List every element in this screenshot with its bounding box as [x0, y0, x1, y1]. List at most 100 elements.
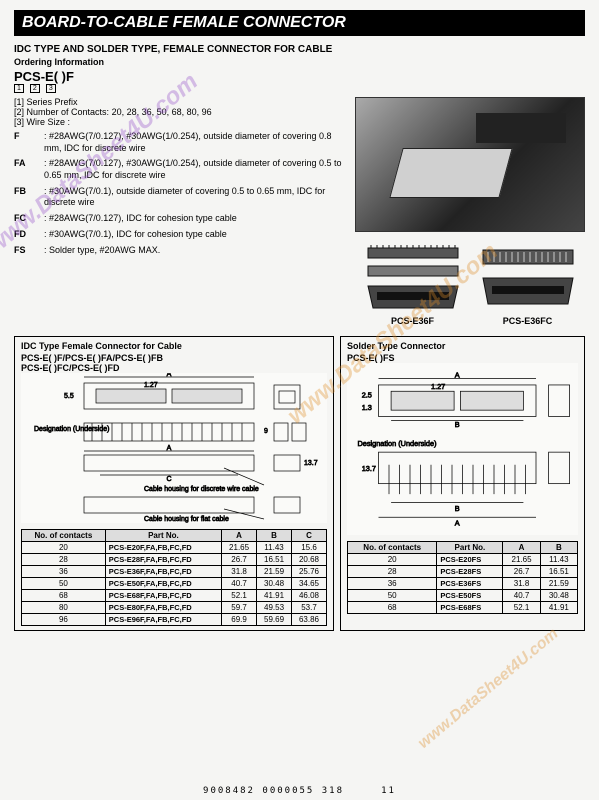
- diag-solder-title: Solder Type Connector: [347, 341, 578, 351]
- table-row: 36PCS-E36F,FA,FB,FC,FD31.821.5925.76: [22, 566, 327, 578]
- table-idc: No. of contacts Part No. A B C 20PCS-E20…: [21, 529, 327, 626]
- ws-val-F: : #28AWG(7/0.127), #30AWG(1/0.254), outs…: [44, 131, 347, 154]
- series-prefix-line: [1] Series Prefix: [14, 97, 347, 107]
- cell: PCS-E20FS: [437, 554, 503, 566]
- cell: PCS-E20F,FA,FB,FC,FD: [105, 542, 221, 554]
- ordering-heading: Ordering Information: [14, 57, 585, 67]
- diag-idc-title: IDC Type Female Connector for Cable: [21, 341, 327, 351]
- diagram-solder-svg: A B 1.27 2.5 1.3 Designation (Underside)…: [347, 363, 578, 535]
- contacts-values: 20, 28, 36, 50, 68, 80, 96: [112, 107, 212, 117]
- cell: 41.91: [540, 602, 577, 614]
- svg-text:A: A: [455, 371, 460, 380]
- ws-key-FB: FB: [14, 186, 44, 209]
- cell: 20: [348, 554, 437, 566]
- ordering-info: [1] Series Prefix [2] Number of Contacts…: [14, 97, 347, 326]
- cell: 49.53: [257, 602, 292, 614]
- page-title: BOARD-TO-CABLE FEMALE CONNECTOR: [14, 10, 585, 36]
- table-row: 20PCS-E20F,FA,FB,FC,FD21.6511.4315.6: [22, 542, 327, 554]
- cell: 50: [348, 590, 437, 602]
- footer: 9008482 0000055 318 11: [0, 786, 599, 796]
- diagram-solder: Solder Type Connector PCS-E( )FS A B 1.2…: [340, 336, 585, 631]
- svg-text:Cable housing for discrete wir: Cable housing for discrete wire cable: [144, 486, 259, 493]
- table-solder: No. of contacts Part No. A B 20PCS-E20FS…: [347, 541, 578, 614]
- contacts-label: [2] Number of Contacts:: [14, 107, 109, 117]
- cell: PCS-E68FS: [437, 602, 503, 614]
- svg-text:1.3: 1.3: [362, 403, 372, 412]
- ws-val-FS: : Solder type, #20AWG MAX.: [44, 245, 347, 257]
- cell: 80: [22, 602, 106, 614]
- cell: 69.9: [222, 614, 257, 626]
- cell: 16.51: [257, 554, 292, 566]
- th: C: [292, 530, 327, 542]
- table-row: 80PCS-E80F,FA,FB,FC,FD59.749.5353.7: [22, 602, 327, 614]
- ws-val-FA: : #28AWG(7/0.127), #30AWG(1/0.254), outs…: [44, 158, 347, 181]
- th: B: [257, 530, 292, 542]
- cell: PCS-E28FS: [437, 566, 503, 578]
- diag-idc-sub1: PCS-E( )F/PCS-E( )FA/PCS-E( )FB: [21, 353, 327, 363]
- svg-text:Designation (Underside): Designation (Underside): [358, 439, 437, 448]
- cell: 50: [22, 578, 106, 590]
- cell: 59.7: [222, 602, 257, 614]
- contacts-line: [2] Number of Contacts: 20, 28, 36, 50, …: [14, 107, 347, 117]
- cell: 25.76: [292, 566, 327, 578]
- svg-text:1.27: 1.27: [431, 382, 445, 391]
- cell: 40.7: [222, 578, 257, 590]
- watermark: www.DataSheet4U.com: [415, 625, 562, 753]
- cell: 21.59: [257, 566, 292, 578]
- cell: 40.7: [503, 590, 540, 602]
- ws-key-FD: FD: [14, 229, 44, 241]
- cell: PCS-E50FS: [437, 590, 503, 602]
- ws-key-FS: FS: [14, 245, 44, 257]
- diag-solder-sub: PCS-E( )FS: [347, 353, 578, 363]
- table-row: 50PCS-E50F,FA,FB,FC,FD40.730.4834.65: [22, 578, 327, 590]
- th: No. of contacts: [348, 542, 437, 554]
- svg-text:B: B: [455, 420, 460, 429]
- svg-text:A: A: [167, 373, 172, 378]
- cell: 16.51: [540, 566, 577, 578]
- cell: 34.65: [292, 578, 327, 590]
- svg-text:5.5: 5.5: [64, 393, 74, 400]
- cell: 30.48: [257, 578, 292, 590]
- svg-text:C: C: [166, 476, 171, 483]
- cell: 31.8: [503, 578, 540, 590]
- svg-text:2.5: 2.5: [362, 391, 372, 400]
- ws-val-FB: : #30AWG(7/0.1), outside diameter of cov…: [44, 186, 347, 209]
- cell: 52.1: [503, 602, 540, 614]
- cell: 15.6: [292, 542, 327, 554]
- conn-label-right: PCS-E36FC: [478, 316, 578, 326]
- cell: 68: [348, 602, 437, 614]
- cell: 41.91: [257, 590, 292, 602]
- svg-text:B: B: [455, 504, 460, 513]
- cell: 68: [22, 590, 106, 602]
- wire-size-line: [3] Wire Size :: [14, 117, 347, 127]
- svg-text:Designation (Underside): Designation (Underside): [34, 426, 109, 433]
- svg-text:Cable housing for flat cable: Cable housing for flat cable: [144, 516, 229, 523]
- svg-text:A: A: [455, 519, 460, 528]
- index-row: 1 2 3: [14, 84, 585, 93]
- cell: 96: [22, 614, 106, 626]
- table-row: 50PCS-E50FS40.730.48: [348, 590, 578, 602]
- cell: PCS-E96F,FA,FB,FC,FD: [105, 614, 221, 626]
- cell: 11.43: [257, 542, 292, 554]
- product-photo: [355, 97, 585, 232]
- cell: 21.59: [540, 578, 577, 590]
- cell: 52.1: [222, 590, 257, 602]
- cell: 59.69: [257, 614, 292, 626]
- svg-text:A: A: [167, 445, 172, 452]
- cell: 31.8: [222, 566, 257, 578]
- ws-key-FC: FC: [14, 213, 44, 225]
- table-row: 28PCS-E28F,FA,FB,FC,FD26.716.5120.68: [22, 554, 327, 566]
- connector-svg-left: [363, 242, 463, 312]
- ws-val-FC: : #28AWG(7/0.127), IDC for cohesion type…: [44, 213, 347, 225]
- cell: PCS-E50F,FA,FB,FC,FD: [105, 578, 221, 590]
- cell: PCS-E80F,FA,FB,FC,FD: [105, 602, 221, 614]
- table-row: 68PCS-E68FS52.141.91: [348, 602, 578, 614]
- cell: 20.68: [292, 554, 327, 566]
- index-3: 3: [46, 84, 56, 93]
- cell: 36: [22, 566, 106, 578]
- ws-key-FA: FA: [14, 158, 44, 181]
- cell: 36: [348, 578, 437, 590]
- conn-label-left: PCS-E36F: [363, 316, 463, 326]
- th: No. of contacts: [22, 530, 106, 542]
- th: Part No.: [437, 542, 503, 554]
